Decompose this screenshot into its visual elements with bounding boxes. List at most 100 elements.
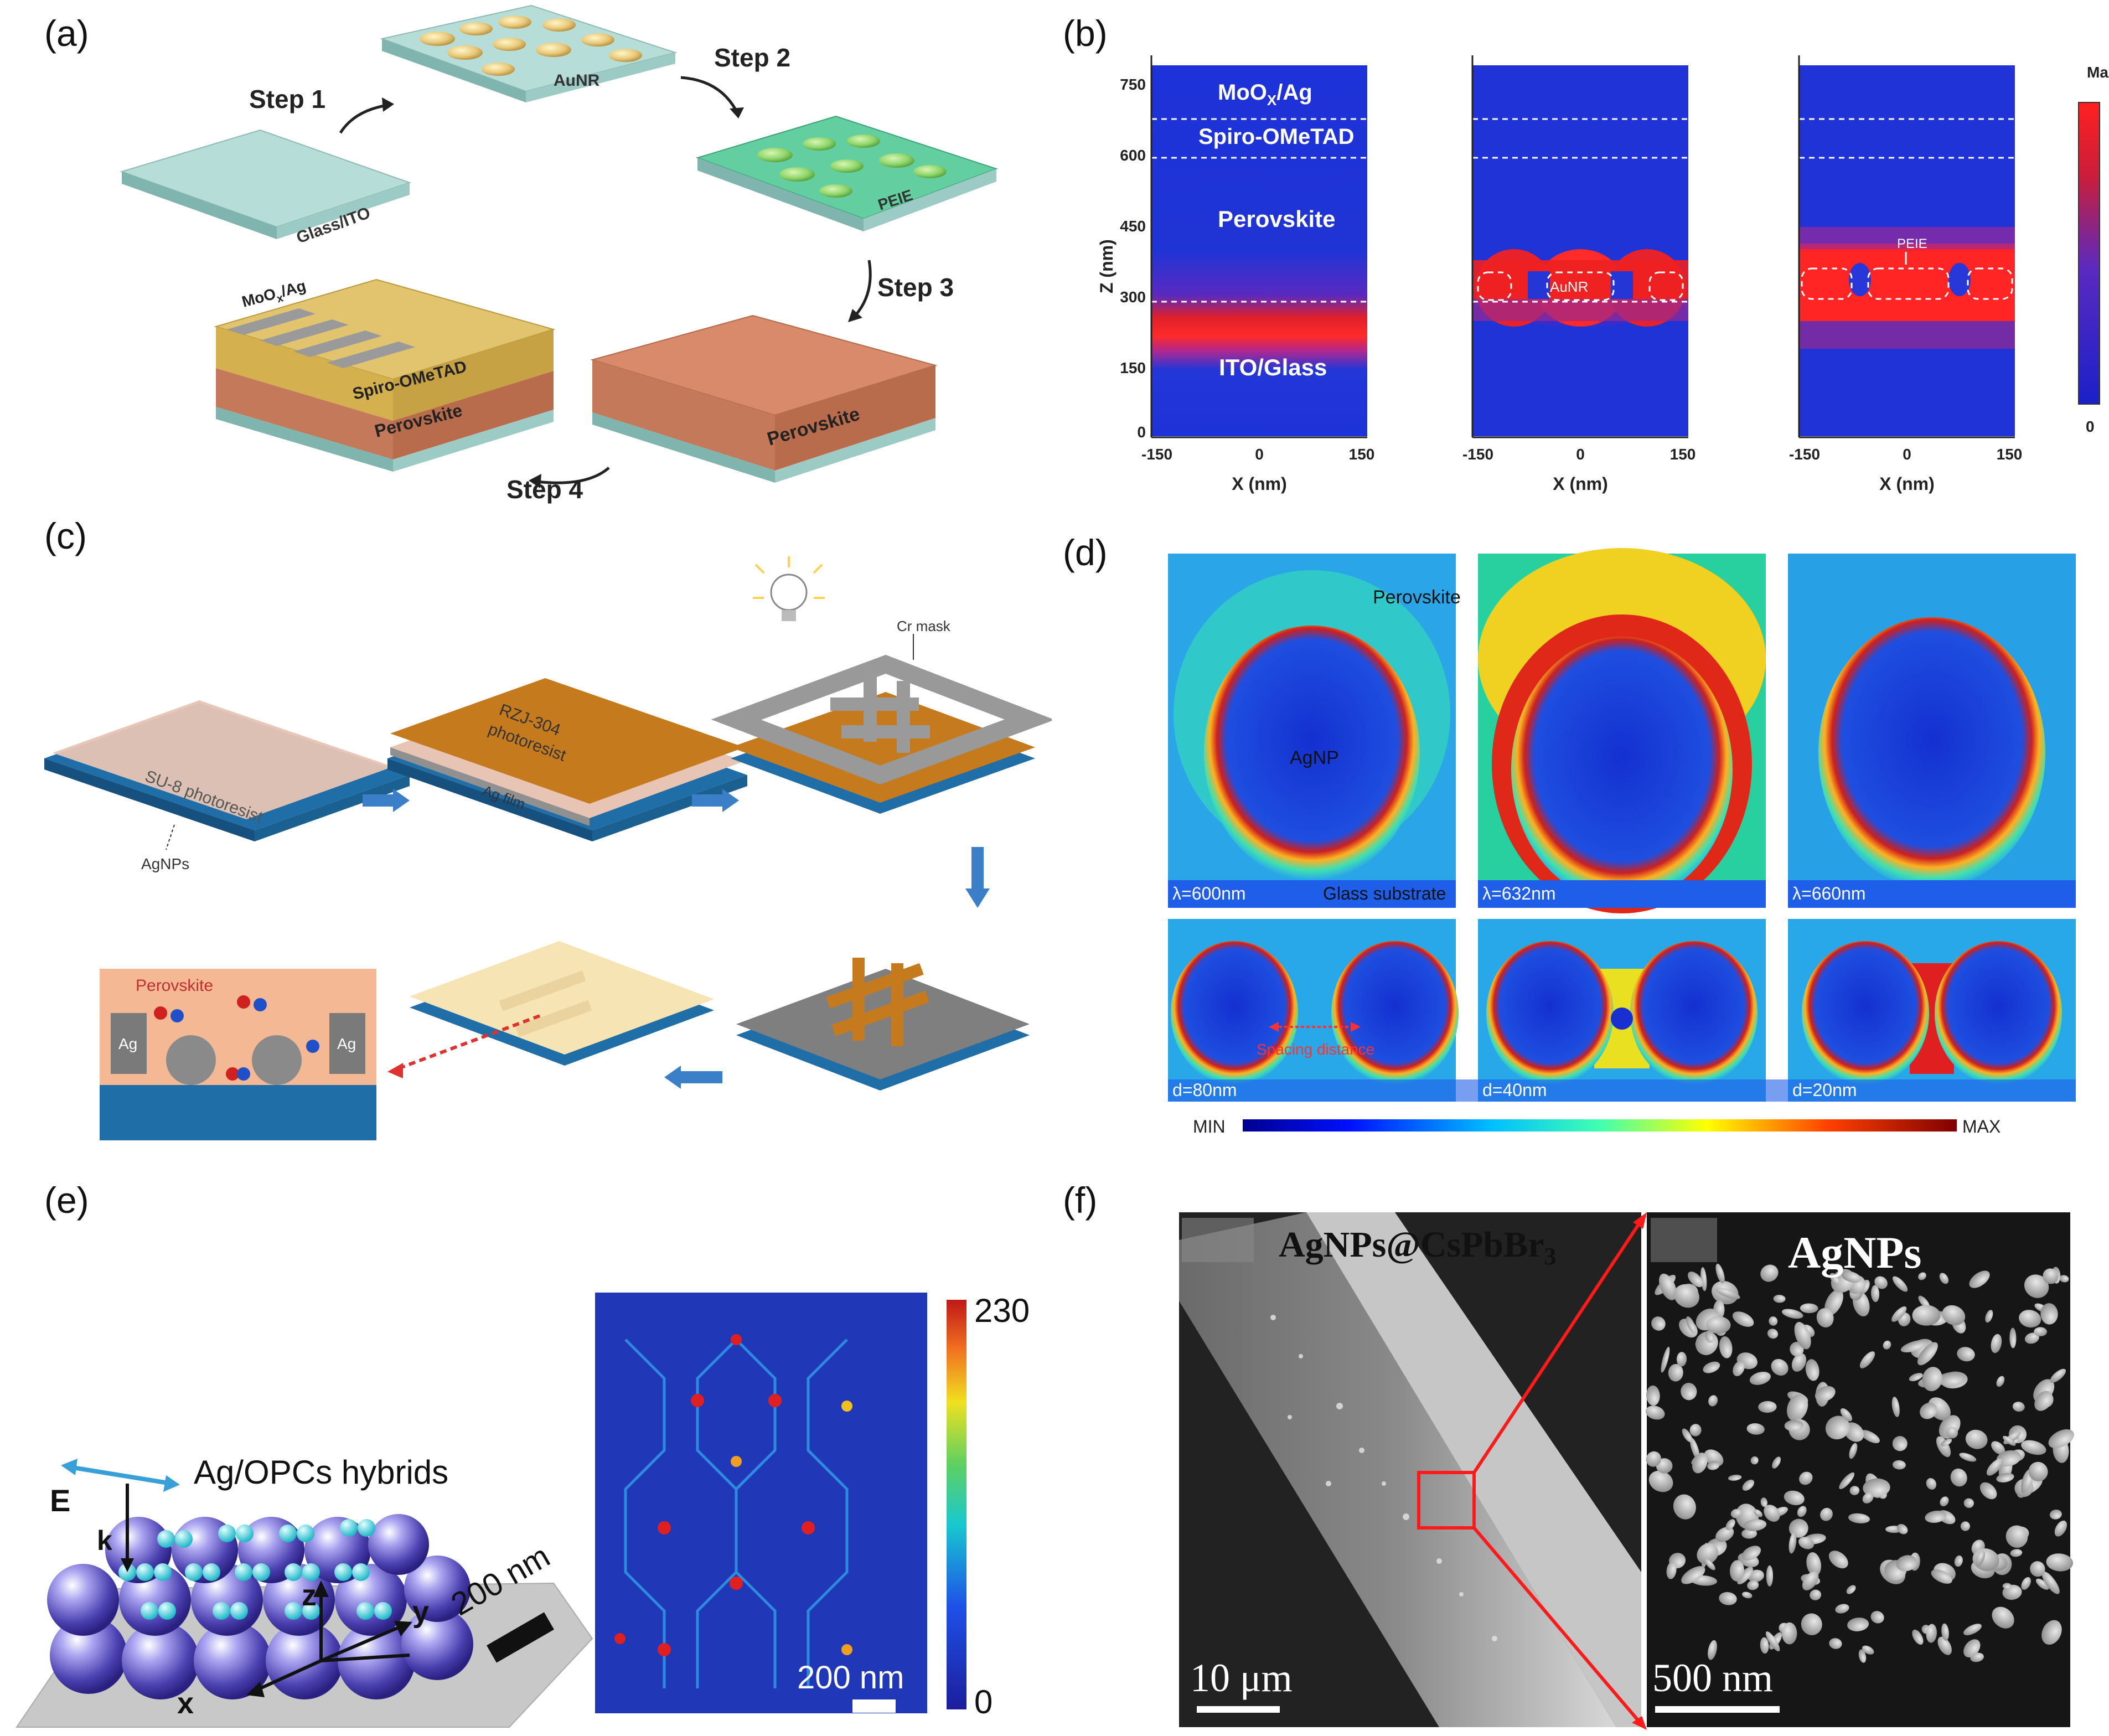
lambda-660-label: λ=660nm	[1792, 884, 1866, 903]
agnp-particle	[1991, 1334, 2002, 1353]
agnp-particle	[1986, 1459, 2003, 1476]
agnps-label: AgNPs	[141, 855, 189, 872]
agnp-particle	[1725, 1519, 1735, 1531]
agnp-particle	[2030, 1561, 2045, 1577]
agnp-particle	[1862, 1492, 1874, 1504]
agnp-particle	[2035, 1578, 2049, 1590]
agnp-particle	[1965, 1429, 1988, 1449]
agnp-particle	[1892, 1460, 1906, 1470]
agnp-particle	[1847, 1618, 1869, 1631]
perovskite-cross-label: Perovskite	[136, 976, 213, 995]
agnp-particle	[1728, 1474, 1742, 1481]
agnp-particle	[1891, 1306, 1907, 1322]
agnp-particle	[1754, 1509, 1762, 1517]
agnp-particle	[1824, 1289, 1843, 1316]
agnp-particle	[1801, 1613, 1822, 1635]
panel-e-label: (e)	[44, 1180, 89, 1221]
field-colorbar	[947, 1300, 966, 1709]
colorbar-min-label: MIN	[1193, 1117, 1226, 1136]
d-40-label: d=40nm	[1482, 1080, 1547, 1100]
agnp-particle	[1646, 1385, 1660, 1406]
ag-electrode-right: Ag	[337, 1035, 356, 1052]
agnp-particle	[1871, 1285, 1880, 1303]
sem-right-scale-bar	[1655, 1706, 1780, 1713]
agnp-particle	[1697, 1543, 1719, 1564]
agnp-particle	[1682, 1428, 1693, 1443]
agnp-particle	[1747, 1580, 1759, 1590]
agnp-particle	[2012, 1402, 2025, 1412]
agnp-particle	[1926, 1478, 1937, 1490]
agnp-particle	[1829, 1638, 1842, 1649]
agnp-particle	[1746, 1423, 1765, 1435]
agnp-particle	[2054, 1520, 2067, 1537]
step-2-label: Step 2	[714, 43, 790, 72]
agnp-particle	[2059, 1275, 2069, 1283]
agnp-particle	[1782, 1622, 1797, 1645]
agnp-particle	[1937, 1372, 1966, 1387]
agnp-particle	[1689, 1424, 1702, 1437]
agnp-particle	[2046, 1553, 2074, 1572]
agnp-particle	[1784, 1490, 1805, 1506]
agnp-particle	[1771, 1358, 1788, 1376]
agnp-particle	[1815, 1386, 1836, 1402]
agnp-particle	[1954, 1555, 1963, 1567]
agnp-particle	[1686, 1316, 1696, 1334]
agnp-particle	[1985, 1310, 1993, 1323]
axis-vectors	[126, 1484, 410, 1690]
agnp-particle	[1835, 1604, 1849, 1614]
process-arrows	[363, 789, 990, 1089]
hybrid-title: Ag/OPCs hybrids	[194, 1454, 448, 1491]
agnp-particle	[1940, 1496, 1949, 1507]
cr-mask-label: Cr mask	[897, 618, 951, 634]
agnp-particle	[1828, 1551, 1848, 1569]
agnp-particle	[1846, 1585, 1856, 1594]
step-4-arrow	[536, 467, 610, 484]
agnp-particle	[1917, 1342, 1938, 1366]
agnp-particle	[1645, 1406, 1665, 1420]
y-tick-300: 300	[1120, 288, 1146, 306]
y-tick-150: 150	[1120, 359, 1146, 376]
panel-d: (d) Perovskite AgNP Glass substrate λ=60…	[1052, 531, 2109, 1151]
panel-a: (a) Glass/ITO Step 1	[0, 0, 1052, 531]
agnp-particle	[1976, 1550, 1986, 1567]
agnp-particle	[2049, 1509, 2062, 1520]
agnp-particle	[1925, 1510, 1947, 1523]
agnp-particle	[1810, 1589, 1822, 1600]
agnp-particle	[1936, 1436, 1951, 1458]
panel-a-label: (a)	[44, 13, 89, 54]
agnp-particle	[1891, 1397, 1900, 1417]
z-axis-label: z	[302, 1579, 317, 1612]
e-field-label: E	[50, 1483, 70, 1518]
x-tick-0-3: 0	[1903, 446, 1911, 463]
colorbar-230: 230	[974, 1292, 1030, 1329]
panel-f: (f) AgNPs@CsPbBr3 10 μm AgNPs 500 nm	[1052, 1174, 2109, 1733]
step-4-label: Step 4	[506, 475, 583, 504]
x-tick-0-2: 0	[1576, 446, 1585, 463]
agnp-particle	[1939, 1273, 1949, 1284]
agnp-particle	[1870, 1611, 1884, 1624]
ag-nanoparticles	[118, 1519, 392, 1620]
charge-carriers	[154, 995, 319, 1081]
agnp-particles	[1645, 1263, 2074, 1663]
agnp-particle	[2034, 1327, 2047, 1336]
agnp-particle	[1800, 1303, 1818, 1314]
perovskite-layer-label: Perovskite	[1218, 206, 1335, 232]
agnp-particle	[2003, 1435, 2016, 1446]
agnp-particle	[1931, 1569, 1952, 1584]
agnp-particle	[1767, 1329, 1779, 1339]
agnp-particle	[1719, 1592, 1737, 1605]
hotspots	[614, 1334, 852, 1656]
agnp-particle	[1703, 1361, 1720, 1373]
agnp-particle	[1960, 1521, 1971, 1531]
sem-right-title: AgNPs	[1788, 1227, 1921, 1278]
lambda-632-label: λ=632nm	[1482, 884, 1556, 903]
agnp-particle	[1963, 1639, 1981, 1657]
agnp-particle	[1942, 1305, 1966, 1326]
agnp-particle	[1859, 1351, 1875, 1368]
x-tick-0-1: 0	[1255, 446, 1264, 463]
agnp-particle	[1651, 1316, 1666, 1331]
agnp-particle	[1863, 1478, 1890, 1497]
agnp-particle	[1743, 1519, 1767, 1531]
agnp-particle	[1829, 1273, 1840, 1285]
agnp-particle	[1840, 1408, 1853, 1422]
